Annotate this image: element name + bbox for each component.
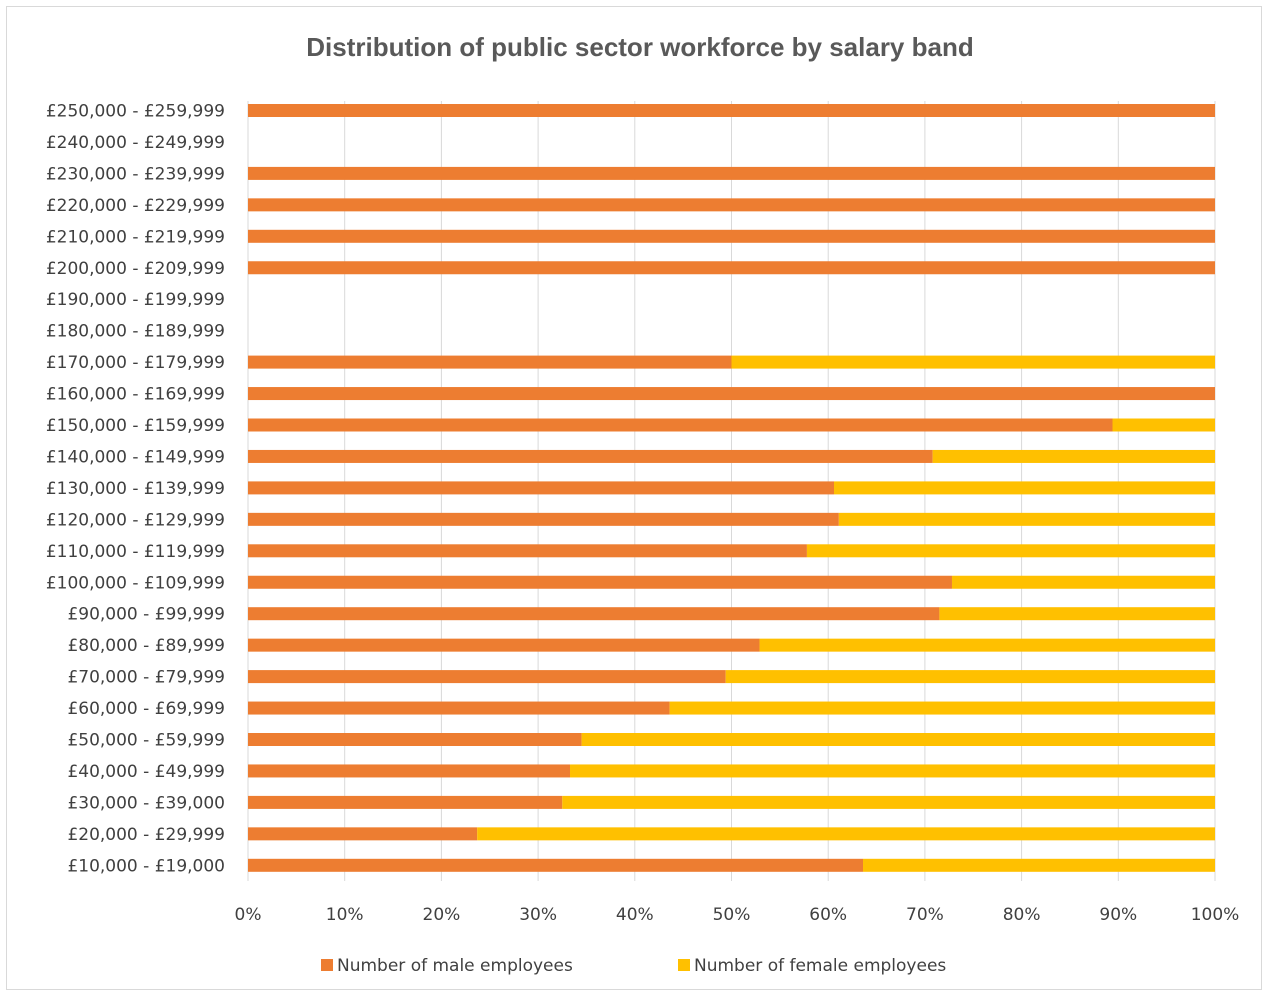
bar-female xyxy=(477,827,1216,841)
category-label: £210,000 - £219,999 xyxy=(46,227,225,247)
bar-male xyxy=(248,544,807,558)
x-tick-label: 80% xyxy=(1003,905,1041,925)
category-label: £110,000 - £119,999 xyxy=(46,542,225,562)
bar-female xyxy=(838,512,1215,526)
bar-male xyxy=(248,198,1215,212)
category-label: £90,000 - £99,999 xyxy=(67,605,225,625)
bar-male xyxy=(248,261,1215,275)
bar-female xyxy=(834,481,1215,495)
bar-male xyxy=(248,229,1215,243)
bar-male xyxy=(248,733,582,746)
x-tick-label: 50% xyxy=(713,905,751,925)
x-tick-label: 70% xyxy=(906,905,944,925)
x-tick-label: 10% xyxy=(326,905,364,925)
bar-male xyxy=(248,670,726,684)
category-label: £60,000 - £69,999 xyxy=(67,699,225,719)
bar-male xyxy=(248,575,952,589)
bar-female xyxy=(932,449,1215,463)
chart-title: Distribution of public sector workforce … xyxy=(306,32,973,62)
legend-swatch xyxy=(321,959,333,971)
category-label: £250,000 - £259,999 xyxy=(46,102,225,122)
bar-male xyxy=(248,701,670,715)
bar-male xyxy=(248,449,933,463)
category-label: £130,000 - £139,999 xyxy=(46,479,225,499)
bar-female xyxy=(806,544,1215,558)
bar-male xyxy=(248,418,1113,432)
category-label: £240,000 - £249,999 xyxy=(46,133,225,153)
x-tick-labels: 0% 10% 20% 30% 40% 50% 60% 70% 80% 90% 100% xyxy=(235,905,1240,925)
category-label: £170,000 - £179,999 xyxy=(46,353,225,373)
x-tick-label: 60% xyxy=(809,905,847,925)
bar-male xyxy=(248,481,835,495)
x-tick-label: 0% xyxy=(235,905,262,925)
legend-item: Number of female employees xyxy=(678,956,946,976)
category-label: £200,000 - £209,999 xyxy=(46,259,225,279)
category-label: £80,000 - £89,999 xyxy=(67,636,225,656)
bar-male xyxy=(248,104,1215,117)
category-label: £150,000 - £159,999 xyxy=(46,416,225,436)
category-label: £100,000 - £109,999 xyxy=(46,573,225,593)
category-label: £230,000 - £239,999 xyxy=(46,164,225,184)
category-label: £140,000 - £149,999 xyxy=(46,447,225,467)
bar-male xyxy=(248,166,1215,180)
category-label: £180,000 - £189,999 xyxy=(46,322,225,342)
category-label: £190,000 - £199,999 xyxy=(46,290,225,310)
bar-male xyxy=(248,355,732,369)
bar-male xyxy=(248,858,864,872)
bar-male xyxy=(248,764,571,778)
category-label: £20,000 - £29,999 xyxy=(67,825,225,845)
category-label: £160,000 - £169,999 xyxy=(46,385,225,405)
category-labels: £250,000 - £259,999 £240,000 - £249,999 £2… xyxy=(46,102,225,877)
x-tick-label: 30% xyxy=(519,905,557,925)
bar-female xyxy=(731,355,1215,369)
category-label: £30,000 - £39,000 xyxy=(67,793,225,813)
bars xyxy=(248,104,1216,872)
chart-svg: Distribution of public sector workforce … xyxy=(46,32,1240,976)
legend-swatch xyxy=(678,959,690,971)
bar-female xyxy=(1112,418,1215,432)
bar-female xyxy=(581,733,1215,746)
bar-female xyxy=(951,575,1215,589)
x-tick-label: 100% xyxy=(1191,905,1240,925)
legend-label: Number of female employees xyxy=(694,956,946,976)
bar-female xyxy=(759,638,1215,652)
legend: Number of male employees Number of female… xyxy=(321,956,946,976)
category-label: £50,000 - £59,999 xyxy=(67,731,225,751)
bar-male xyxy=(248,638,760,652)
bar-female xyxy=(939,607,1215,621)
bar-female xyxy=(570,764,1215,778)
bar-male xyxy=(248,607,940,621)
legend-item: Number of male employees xyxy=(321,956,573,976)
bar-female xyxy=(863,858,1215,872)
chart-frame: Distribution of public sector workforce … xyxy=(6,6,1262,990)
bar-female xyxy=(669,701,1215,715)
category-label: £120,000 - £129,999 xyxy=(46,510,225,530)
legend-label: Number of male employees xyxy=(337,956,573,976)
category-label: £40,000 - £49,999 xyxy=(67,762,225,782)
x-tick-label: 90% xyxy=(1099,905,1137,925)
bar-female xyxy=(562,795,1215,809)
bar-male xyxy=(248,512,839,526)
bar-male xyxy=(248,387,1215,401)
x-tick-label: 40% xyxy=(616,905,654,925)
x-tick-label: 20% xyxy=(423,905,461,925)
bar-female xyxy=(725,670,1215,684)
bar-male xyxy=(248,827,478,841)
bar-male xyxy=(248,795,563,809)
category-label: £70,000 - £79,999 xyxy=(67,668,225,688)
category-label: £10,000 - £19,000 xyxy=(67,856,225,876)
category-label: £220,000 - £229,999 xyxy=(46,196,225,216)
